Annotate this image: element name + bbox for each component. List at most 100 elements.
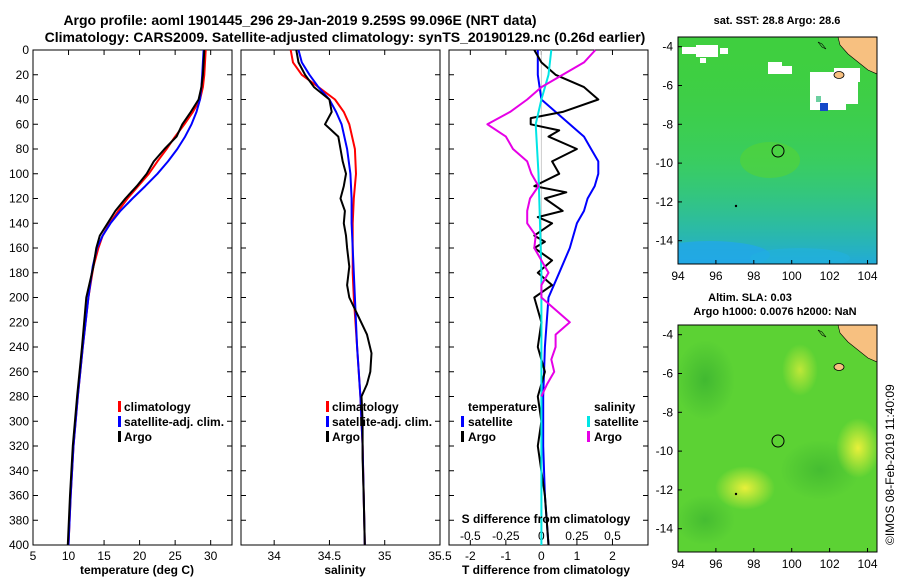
map-y-tick-label: -10 — [656, 444, 674, 458]
s-tick-label: -0.5 — [460, 529, 481, 543]
map-x-tick-label: 104 — [858, 557, 878, 571]
y-tick-label: 40 — [16, 93, 30, 107]
y-tick-label: 200 — [9, 291, 29, 305]
series-line — [534, 49, 553, 545]
s-tick-label: -0.25 — [492, 529, 520, 543]
island — [833, 71, 845, 79]
legend-swatch-argo — [326, 431, 329, 442]
sst-map-title: sat. SST: 28.8 Argo: 28.6 — [714, 15, 841, 27]
x-tick-label: -2 — [465, 549, 476, 563]
cloud-mask — [782, 66, 792, 74]
map-x-tick-label: 94 — [671, 269, 685, 283]
island — [833, 363, 845, 371]
legend-swatch-t-argo — [461, 431, 464, 442]
title-line-1: Argo profile: aoml 1901445_296 29-Jan-20… — [63, 12, 536, 28]
y-tick-label: 240 — [9, 340, 29, 354]
legend-label: Argo — [468, 430, 496, 444]
temperature-panel-frame — [32, 49, 233, 546]
cold-pixel — [820, 103, 828, 111]
legend-swatch-climatology — [326, 401, 329, 412]
legend-swatch-t-satellite — [461, 416, 464, 427]
map-y-tick-label: -4 — [662, 328, 673, 342]
imos-credit: ©IMOS 08-Feb-2019 11:40:09 — [883, 384, 897, 545]
map-y-tick-label: -12 — [656, 483, 674, 497]
legend-swatch-argo — [118, 431, 121, 442]
legend-label: satellite-adj. clim. — [332, 415, 432, 429]
legend-swatch-climatology — [118, 401, 121, 412]
sla-low — [678, 340, 735, 420]
x-tick-label: 25 — [168, 549, 182, 563]
cloud-mask — [696, 45, 718, 57]
map-y-tick-label: -8 — [662, 405, 673, 419]
legend-label: satellite — [468, 415, 513, 429]
x-tick-label: 0 — [538, 549, 545, 563]
y-tick-label: 260 — [9, 365, 29, 379]
legend-label: Argo — [594, 430, 622, 444]
cloud-mask — [700, 58, 706, 63]
map-x-tick-label: 98 — [747, 557, 761, 571]
y-tick-label: 400 — [9, 538, 29, 552]
y-tick-label: 0 — [22, 43, 29, 57]
map-y-tick-label: -6 — [662, 367, 673, 381]
x-tick-label: 5 — [30, 549, 37, 563]
sla-map-axes: 94 96 98 100 102 104 -4 -6 -8 -10 -12 -14 — [656, 328, 878, 571]
y-tick-label: 140 — [9, 216, 29, 230]
series-line — [289, 49, 366, 546]
temperature-legend: climatology satellite-adj. clim. Argo — [118, 400, 224, 444]
sla-high — [782, 344, 818, 396]
argo-location-marker — [771, 144, 785, 158]
y-tick-label: 160 — [9, 241, 29, 255]
sst-cool-patch — [678, 241, 770, 264]
series-line — [297, 49, 366, 546]
y-tick-label: 280 — [9, 390, 29, 404]
sst-map-frame — [677, 36, 878, 265]
y-tick-label: 380 — [9, 513, 29, 527]
legend-label: satellite-adj. clim. — [124, 415, 224, 429]
s-tick-label: 0.25 — [565, 529, 589, 543]
cloud-mask — [846, 80, 858, 104]
sla-map-title-2: Argo h1000: 0.0076 h2000: NaN — [693, 306, 856, 318]
map-x-tick-label: 104 — [858, 269, 878, 283]
sla-map-field — [678, 325, 877, 552]
map-y-tick-label: -4 — [662, 40, 673, 54]
x-tick-label: 35.5 — [428, 549, 452, 563]
island — [734, 204, 738, 208]
sst-cool-patch — [750, 248, 850, 264]
difference-legend: temperature satellite Argo salinity sate… — [461, 400, 639, 444]
map-y-tick-label: -14 — [656, 234, 674, 248]
legend-swatch-satellite — [326, 416, 329, 427]
y-tick-label: 80 — [16, 142, 30, 156]
temperature-plot: 5 10 15 20 25 30 — [30, 49, 232, 563]
salinity-plot: 34 34.5 35 35.5 — [241, 49, 452, 563]
sla-high — [715, 466, 775, 510]
cold-pixel — [816, 96, 821, 102]
island — [817, 329, 827, 338]
land-sumatra — [837, 37, 877, 75]
series-line — [536, 50, 600, 546]
legend-swatch-s-satellite — [587, 416, 590, 427]
difference-xlabel: T difference from climatology — [462, 563, 630, 577]
s-tick-label: 0.5 — [604, 529, 621, 543]
y-tick-label: 20 — [16, 68, 30, 82]
map-x-tick-label: 100 — [782, 269, 802, 283]
sla-map-frame — [677, 324, 878, 553]
y-tick-label: 360 — [9, 489, 29, 503]
salinity-xlabel: salinity — [324, 563, 366, 577]
y-tick-label: 340 — [9, 464, 29, 478]
x-tick-label: 2 — [609, 549, 616, 563]
y-tick-label: 300 — [9, 414, 29, 428]
y-tick-label: 180 — [9, 266, 29, 280]
y-tick-label: 100 — [9, 167, 29, 181]
sla-map-title-1: Altim. SLA: 0.03 — [708, 292, 792, 304]
x-tick-label: 30 — [204, 549, 218, 563]
map-y-tick-label: -14 — [656, 522, 674, 536]
sst-map-field — [678, 37, 877, 264]
sla-high — [836, 418, 877, 478]
cloud-mask — [768, 62, 782, 74]
x-tick-label: 1 — [574, 549, 581, 563]
y-tick-label: 120 — [9, 192, 29, 206]
depth-axis: 0 20 40 60 80 100 120 140 160 180 200 220 240 260 280 3… — [9, 43, 29, 552]
map-x-tick-label: 94 — [671, 557, 685, 571]
legend-title-temperature: temperature — [468, 400, 538, 414]
